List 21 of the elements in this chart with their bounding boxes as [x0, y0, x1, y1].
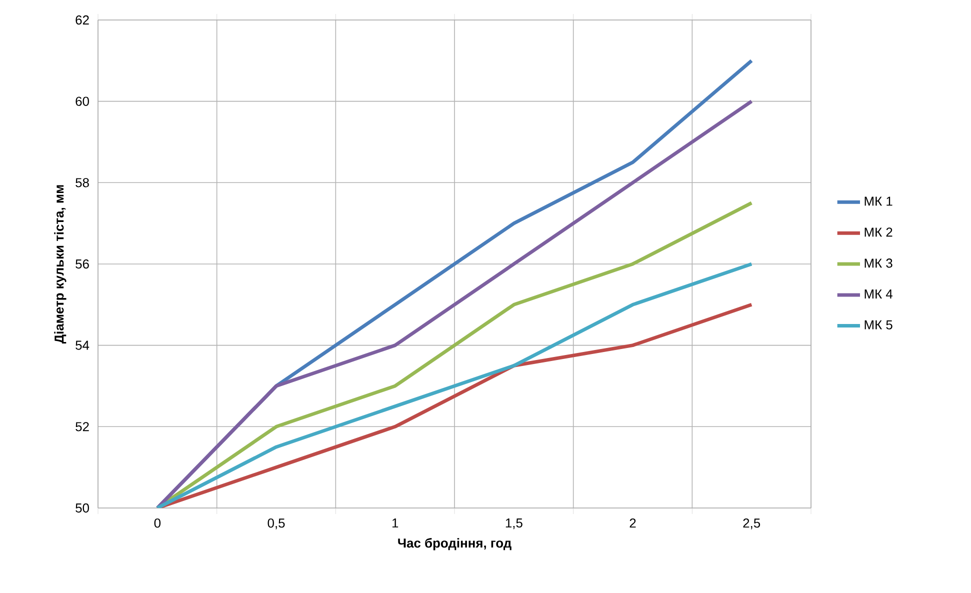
y-tick-label: 62 — [76, 15, 89, 25]
x-tick-label: 2 — [630, 518, 636, 528]
legend-label: МК 2 — [864, 228, 892, 237]
legend-label: МК 4 — [864, 290, 892, 298]
x-tick-label: 1,5 — [506, 518, 522, 530]
x-tick-label: 1 — [392, 518, 398, 528]
y-tick-label: 56 — [76, 259, 89, 269]
y-tick-label: 54 — [76, 340, 90, 350]
legend-label: МК 1 — [864, 196, 892, 206]
line-series — [156, 262, 754, 508]
y-tick-label: 60 — [76, 96, 89, 106]
y-tick-label: 50 — [76, 503, 89, 513]
x-tick-label: 2,5 — [743, 518, 760, 530]
x-axis-title: Час бродіння, год — [398, 538, 512, 550]
x-tick-label: 0 — [154, 518, 161, 528]
y-tick-label: 58 — [76, 178, 89, 188]
x-tick-label: 0,5 — [268, 518, 285, 530]
legend-label: МК 5 — [864, 320, 892, 330]
y-tick-label: 52 — [76, 422, 89, 432]
legend-label: МК 3 — [864, 258, 892, 268]
y-axis-title: Діаметр кульки тіста, мм — [54, 185, 66, 344]
